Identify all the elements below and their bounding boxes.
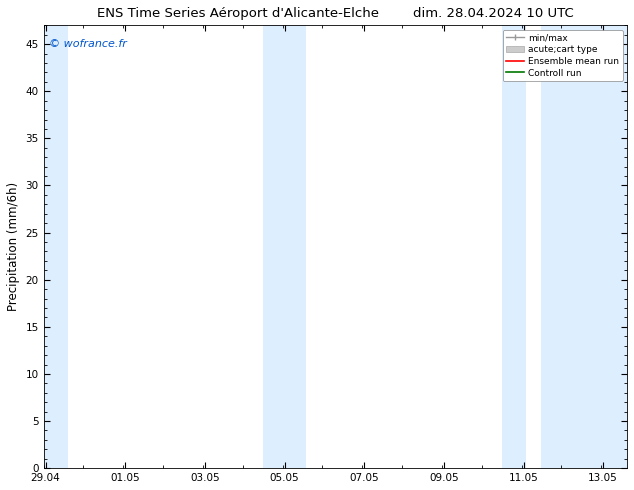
Bar [501, 25, 526, 468]
Legend: min/max, acute;cart type, Ensemble mean run, Controll run: min/max, acute;cart type, Ensemble mean … [503, 30, 623, 81]
Title: ENS Time Series Aéroport d'Alicante-Elche        dim. 28.04.2024 10 UTC: ENS Time Series Aéroport d'Alicante-Elch… [97, 7, 574, 20]
Bar [262, 25, 306, 468]
Y-axis label: Precipitation (mm/6h): Precipitation (mm/6h) [7, 182, 20, 311]
Text: © wofrance.fr: © wofrance.fr [49, 39, 127, 49]
Bar [44, 25, 67, 468]
Bar [541, 25, 627, 468]
